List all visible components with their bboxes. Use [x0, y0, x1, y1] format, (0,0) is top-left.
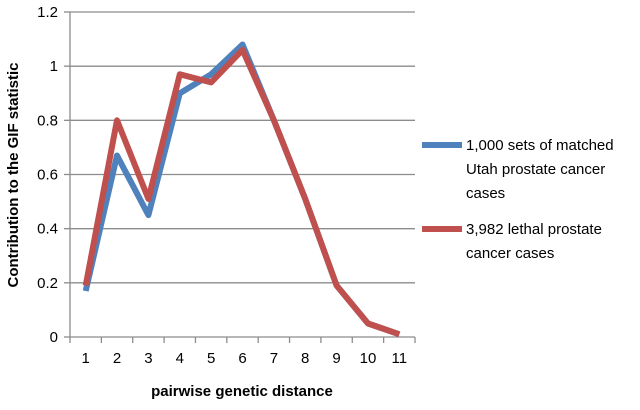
legend-label-2: cancer cases	[466, 245, 554, 262]
legend-label-1: 1,000 sets of matched	[466, 137, 614, 154]
x-tick-label: 6	[238, 350, 246, 367]
axes: 0 0.2 0.4 0.6 0.8 1 1.2 1 2 3 4 5 6 7 8 9 10 11	[37, 4, 416, 367]
x-tick-label: 8	[301, 350, 309, 367]
series-group	[82, 41, 401, 338]
x-axis-title: pairwise genetic distance	[151, 383, 333, 400]
y-tick-label: 0.4	[37, 221, 58, 238]
series-line-1	[82, 41, 401, 338]
x-tick-label: 4	[176, 350, 184, 367]
x-tick-label: 7	[270, 350, 278, 367]
y-tick-label: 0.8	[37, 112, 58, 129]
y-tick-label: 0.2	[37, 275, 58, 292]
x-tick-label: 9	[332, 350, 340, 367]
y-tick-label: 0.6	[37, 167, 58, 184]
legend-label-2: 3,982 lethal prostate	[466, 221, 602, 238]
series-line-2	[82, 46, 401, 338]
x-tick-label: 11	[392, 350, 408, 367]
x-tick-label: 1	[82, 350, 90, 367]
y-tick-label: 0	[50, 329, 58, 346]
legend-label-1: Utah prostate cancer	[466, 161, 605, 178]
legend-label-1: cases	[466, 185, 505, 202]
x-tick-label: 2	[113, 350, 121, 367]
y-tick-label: 1.2	[37, 4, 58, 21]
legend: 1,000 sets of matched Utah prostate cance…	[422, 137, 614, 262]
x-tick-label: 10	[360, 350, 377, 367]
x-tick-label: 3	[144, 350, 152, 367]
x-tick-label: 5	[207, 350, 215, 367]
y-axis-title: Contribution to the GIF statistic	[5, 63, 22, 288]
y-tick-label: 1	[50, 58, 58, 75]
